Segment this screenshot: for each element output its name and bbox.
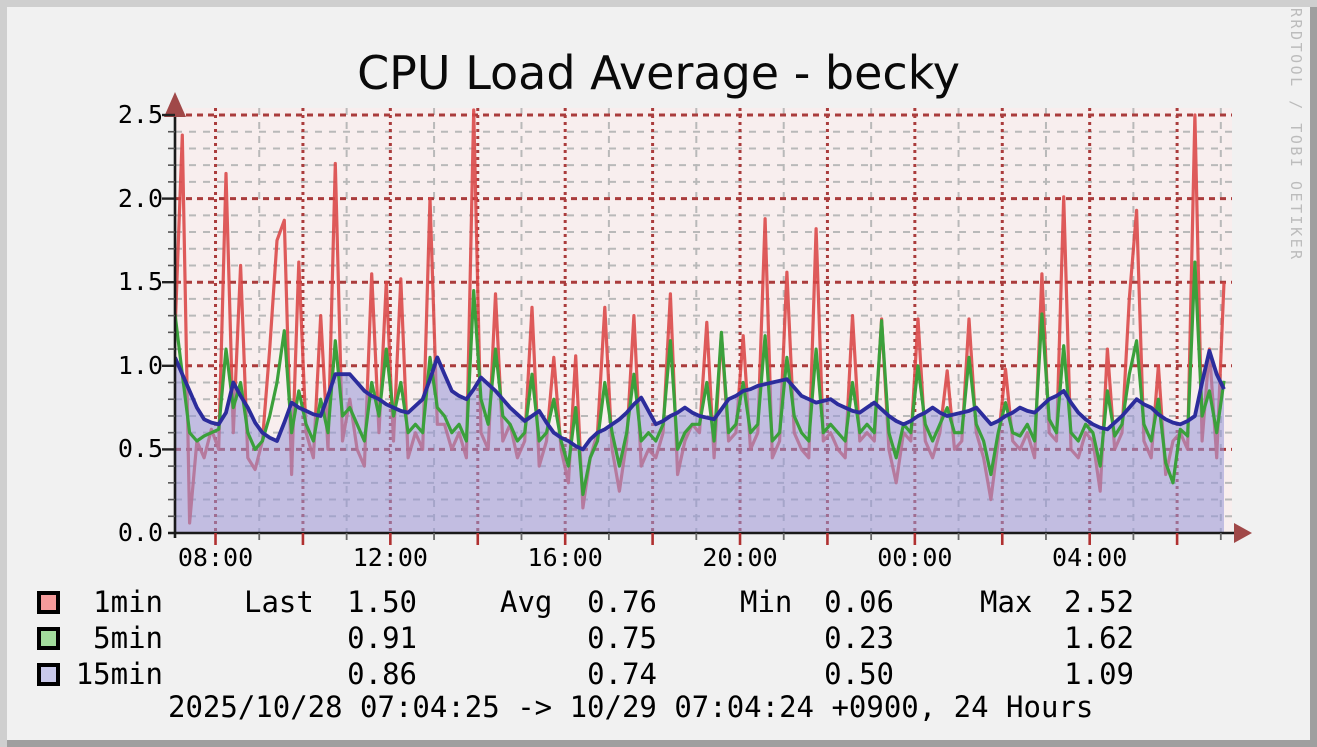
legend-value-5min-max: 1.62 [1064, 621, 1134, 655]
legend-value-1min-avg: 0.76 [587, 585, 657, 619]
page-title: CPU Load Average - becky [357, 46, 960, 100]
x-tick-label: 08:00 [177, 543, 254, 572]
y-tick-label: 1.5 [117, 267, 163, 297]
legend-swatch-1min [37, 591, 60, 614]
time-range-caption: 2025/10/28 07:04:25 -> 10/29 07:04:24 +0… [168, 690, 1094, 724]
legend-value-5min-min: 0.23 [824, 621, 894, 655]
legend-value-15min-last: 0.86 [347, 657, 417, 691]
series-15min-line [175, 348, 1226, 452]
legend-value-5min-last: 0.91 [347, 621, 417, 655]
rrdtool-watermark: RRDTOOL / TOBI OETIKER [1287, 8, 1305, 262]
series-5min-line [175, 260, 1226, 497]
legend-value-15min-min: 0.50 [824, 657, 894, 691]
legend-swatch-15min [37, 663, 60, 686]
legend-value-1min-max: 2.52 [1064, 585, 1134, 619]
y-axis-arrow-icon [164, 92, 186, 117]
x-tick-label: 00:00 [877, 543, 953, 572]
y-tick-label: 2.5 [117, 100, 163, 129]
legend-value-5min-avg: 0.75 [587, 621, 657, 655]
legend-header-min: Min [740, 585, 793, 619]
legend-value-15min-avg: 0.74 [587, 657, 657, 691]
x-tick-label: 20:00 [702, 543, 778, 572]
legend-value-1min-min: 0.06 [824, 585, 894, 619]
y-tick-label: 2.0 [117, 183, 163, 213]
legend-swatch-5min [37, 627, 60, 650]
x-axis-arrow-icon [1234, 523, 1252, 543]
legend-header-avg: Avg [500, 585, 553, 619]
x-tick-label: 12:00 [352, 543, 428, 572]
legend-label-5min: 5min [93, 621, 163, 655]
legend-label-1min: 1min [93, 585, 163, 619]
x-tick-label: 16:00 [527, 543, 603, 572]
y-tick-label: 1.0 [117, 350, 163, 380]
y-tick-label: 0.5 [117, 434, 163, 464]
legend-header-max: Max [980, 585, 1033, 619]
legend-label-15min: 15min [75, 657, 163, 691]
legend-header-last: Last [244, 585, 314, 619]
x-tick-label: 04:00 [1052, 543, 1128, 572]
legend-value-1min-last: 1.50 [347, 585, 417, 619]
legend-value-15min-max: 1.09 [1064, 657, 1134, 691]
y-tick-label: 0.0 [117, 518, 163, 547]
